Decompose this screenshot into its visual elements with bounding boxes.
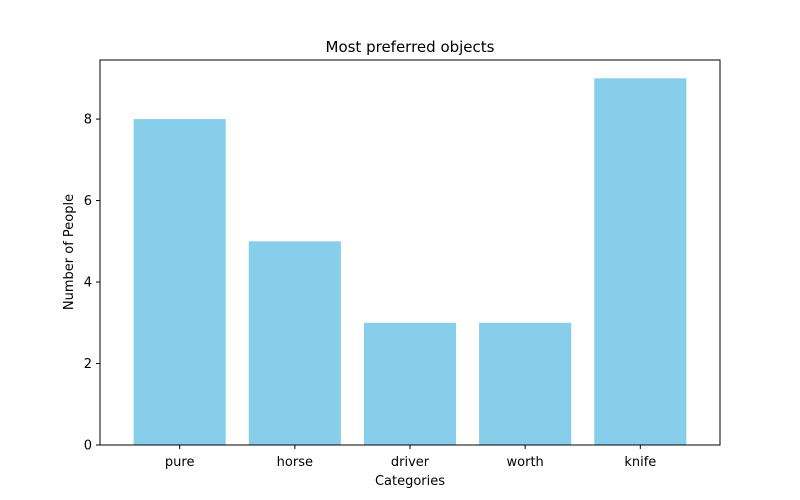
y-tick-label-2: 2 bbox=[84, 357, 92, 372]
bar-worth bbox=[479, 322, 572, 445]
bar-pure bbox=[133, 119, 226, 445]
x-tick-label-horse: horse bbox=[277, 455, 313, 470]
x-tick-label-knife: knife bbox=[624, 455, 656, 470]
x-axis-ticks: pure horse driver worth knife bbox=[165, 445, 656, 470]
y-tick-label-6: 6 bbox=[84, 194, 92, 209]
chart-title: Most preferred objects bbox=[326, 38, 495, 56]
x-tick-label-pure: pure bbox=[165, 455, 195, 470]
plot-area-frame bbox=[99, 59, 721, 446]
bar-driver bbox=[363, 322, 457, 445]
y-tick-label-0: 0 bbox=[84, 439, 92, 454]
x-axis-label: Categories bbox=[375, 474, 445, 489]
bar-knife bbox=[594, 78, 687, 445]
x-tick-label-worth: worth bbox=[507, 455, 544, 470]
y-tick-label-8: 8 bbox=[84, 113, 92, 128]
x-tick-label-driver: driver bbox=[391, 455, 430, 470]
y-axis-label: Number of People bbox=[62, 194, 77, 310]
bars-group bbox=[133, 78, 687, 445]
y-axis-ticks: 0 2 4 6 8 bbox=[84, 113, 100, 454]
bar-horse bbox=[248, 241, 341, 445]
y-tick-label-4: 4 bbox=[84, 276, 92, 291]
